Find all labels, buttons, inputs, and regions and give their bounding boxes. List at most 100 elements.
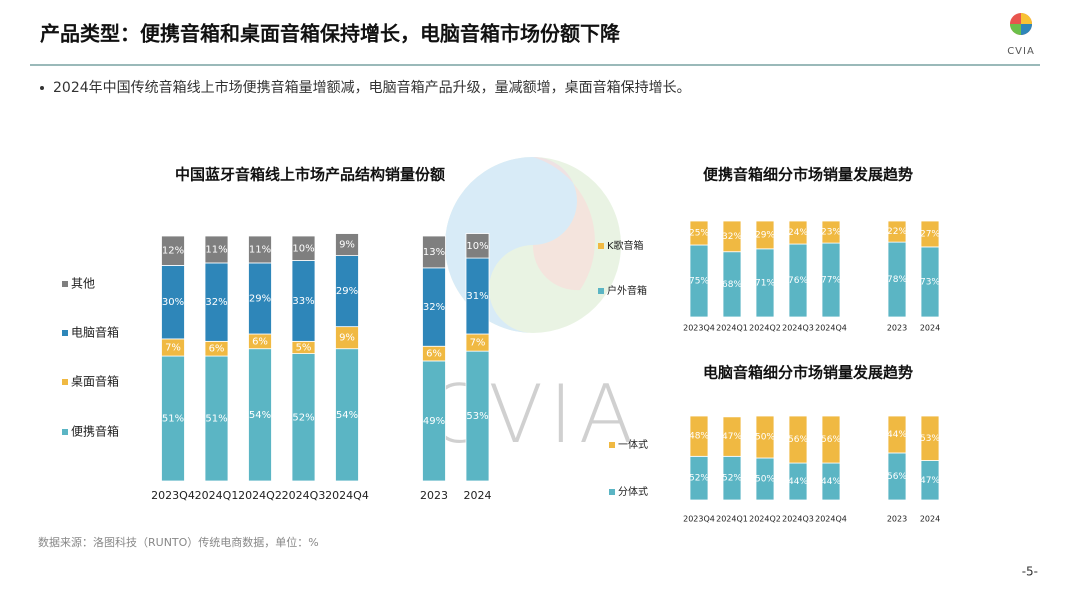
logo: CVIA [1007, 13, 1035, 57]
value-label: 50% [755, 433, 775, 443]
x-tick-label: 2024Q2 [238, 489, 282, 502]
x-tick-label: 2024 [464, 489, 492, 502]
legend-label: K歌音箱 [607, 239, 644, 252]
value-label: 33% [292, 296, 314, 307]
legend-swatch [62, 379, 68, 385]
bar-segment [887, 415, 907, 454]
bar-segment [722, 416, 742, 457]
value-label: 25% [689, 229, 709, 239]
chart-title: 中国蓝牙音箱线上市场产品结构销量份额 [175, 166, 445, 184]
bullet-text: 2024年中国传统音箱线上市场便携音箱量增额减，电脑音箱产品升级，量减额增，桌面… [53, 79, 691, 96]
value-label: 7% [165, 342, 181, 353]
value-label: 27% [920, 229, 940, 239]
x-tick-label: 2024Q3 [782, 324, 814, 333]
logo-mark [1021, 13, 1032, 24]
logo-mark [1021, 24, 1032, 35]
value-label: 52% [722, 474, 742, 484]
value-label: 31% [466, 291, 488, 302]
value-label: 6% [252, 336, 268, 347]
bar-segment [821, 220, 841, 244]
value-label: 12% [162, 246, 184, 257]
x-tick-label: 2024 [920, 324, 940, 333]
value-label: 9% [339, 240, 355, 251]
value-label: 11% [249, 244, 271, 255]
slide-title: 产品类型：便携音箱和桌面音箱保持增长，电脑音箱市场份额下降 [40, 22, 621, 46]
legend-label: 分体式 [618, 485, 648, 498]
legend-swatch [62, 330, 68, 336]
x-tick-label: 2023 [887, 515, 907, 524]
x-tick-label: 2024Q4 [815, 324, 847, 333]
bar-segment [689, 415, 709, 457]
value-label: 50% [755, 475, 775, 485]
value-label: 48% [689, 432, 709, 442]
value-label: 11% [205, 244, 227, 255]
value-label: 53% [920, 434, 940, 444]
x-tick-label: 2024Q4 [815, 515, 847, 524]
value-label: 78% [887, 275, 907, 285]
x-tick-label: 2023 [887, 324, 907, 333]
source-note: 数据来源：洛图科技（RUNTO）传统电商数据，单位：% [38, 535, 319, 549]
value-label: 32% [423, 302, 445, 313]
value-label: 24% [788, 228, 808, 238]
value-label: 22% [887, 227, 907, 237]
x-tick-label: 2023Q4 [683, 324, 715, 333]
x-tick-label: 2024Q3 [282, 489, 326, 502]
chart-title: 便携音箱细分市场销量发展趋势 [703, 166, 913, 184]
value-label: 7% [470, 338, 486, 349]
bar-segment [920, 415, 940, 461]
bar-segment [722, 220, 742, 253]
value-label: 9% [339, 333, 355, 344]
legend-label: 桌面音箱 [71, 374, 119, 389]
value-label: 71% [755, 278, 775, 288]
value-label: 49% [423, 416, 445, 427]
watermark-disc [532, 157, 595, 291]
bar-segment [335, 233, 359, 257]
x-tick-label: 2024Q4 [325, 489, 369, 502]
value-label: 32% [722, 232, 742, 242]
logo-text: CVIA [1007, 46, 1035, 57]
value-label: 44% [887, 430, 907, 440]
legend-swatch [62, 429, 68, 435]
value-label: 29% [336, 286, 358, 297]
bar-segment [788, 415, 808, 464]
value-label: 51% [205, 414, 227, 425]
page-number: -5- [1022, 565, 1038, 579]
bar-segment [788, 220, 808, 245]
value-label: 77% [821, 276, 841, 286]
x-tick-label: 2023Q4 [683, 515, 715, 524]
value-label: 53% [466, 411, 488, 422]
value-label: 52% [689, 474, 709, 484]
value-label: 6% [209, 344, 225, 355]
legend-swatch [598, 243, 604, 249]
bar-segment [755, 415, 775, 459]
x-tick-label: 2024Q1 [716, 515, 748, 524]
bar-segment [161, 235, 185, 266]
bar-segment [204, 235, 229, 264]
legend-label: 其他 [71, 277, 95, 291]
value-label: 23% [821, 228, 841, 238]
watermark-text: CVIA [427, 368, 640, 461]
bar-segment [689, 220, 709, 246]
legend-label: 户外音箱 [607, 284, 647, 297]
bar-segment [422, 235, 446, 269]
value-label: 6% [426, 349, 442, 360]
value-label: 29% [249, 293, 271, 304]
watermark: CVIA [427, 157, 640, 461]
value-label: 47% [920, 476, 940, 486]
x-tick-label: 2023 [420, 489, 448, 502]
value-label: 52% [292, 412, 314, 423]
value-label: 54% [336, 410, 358, 421]
x-tick-label: 2024Q1 [716, 324, 748, 333]
legend-swatch [609, 442, 615, 448]
value-label: 5% [296, 342, 312, 353]
bar-segment [887, 220, 907, 243]
value-label: 76% [788, 276, 808, 286]
x-tick-label: 2024 [920, 515, 940, 524]
value-label: 29% [755, 230, 775, 240]
value-label: 68% [722, 280, 742, 290]
x-tick-label: 2024Q2 [749, 324, 781, 333]
legend-swatch [62, 281, 68, 287]
x-tick-label: 2024Q1 [195, 489, 239, 502]
value-label: 54% [249, 410, 271, 421]
